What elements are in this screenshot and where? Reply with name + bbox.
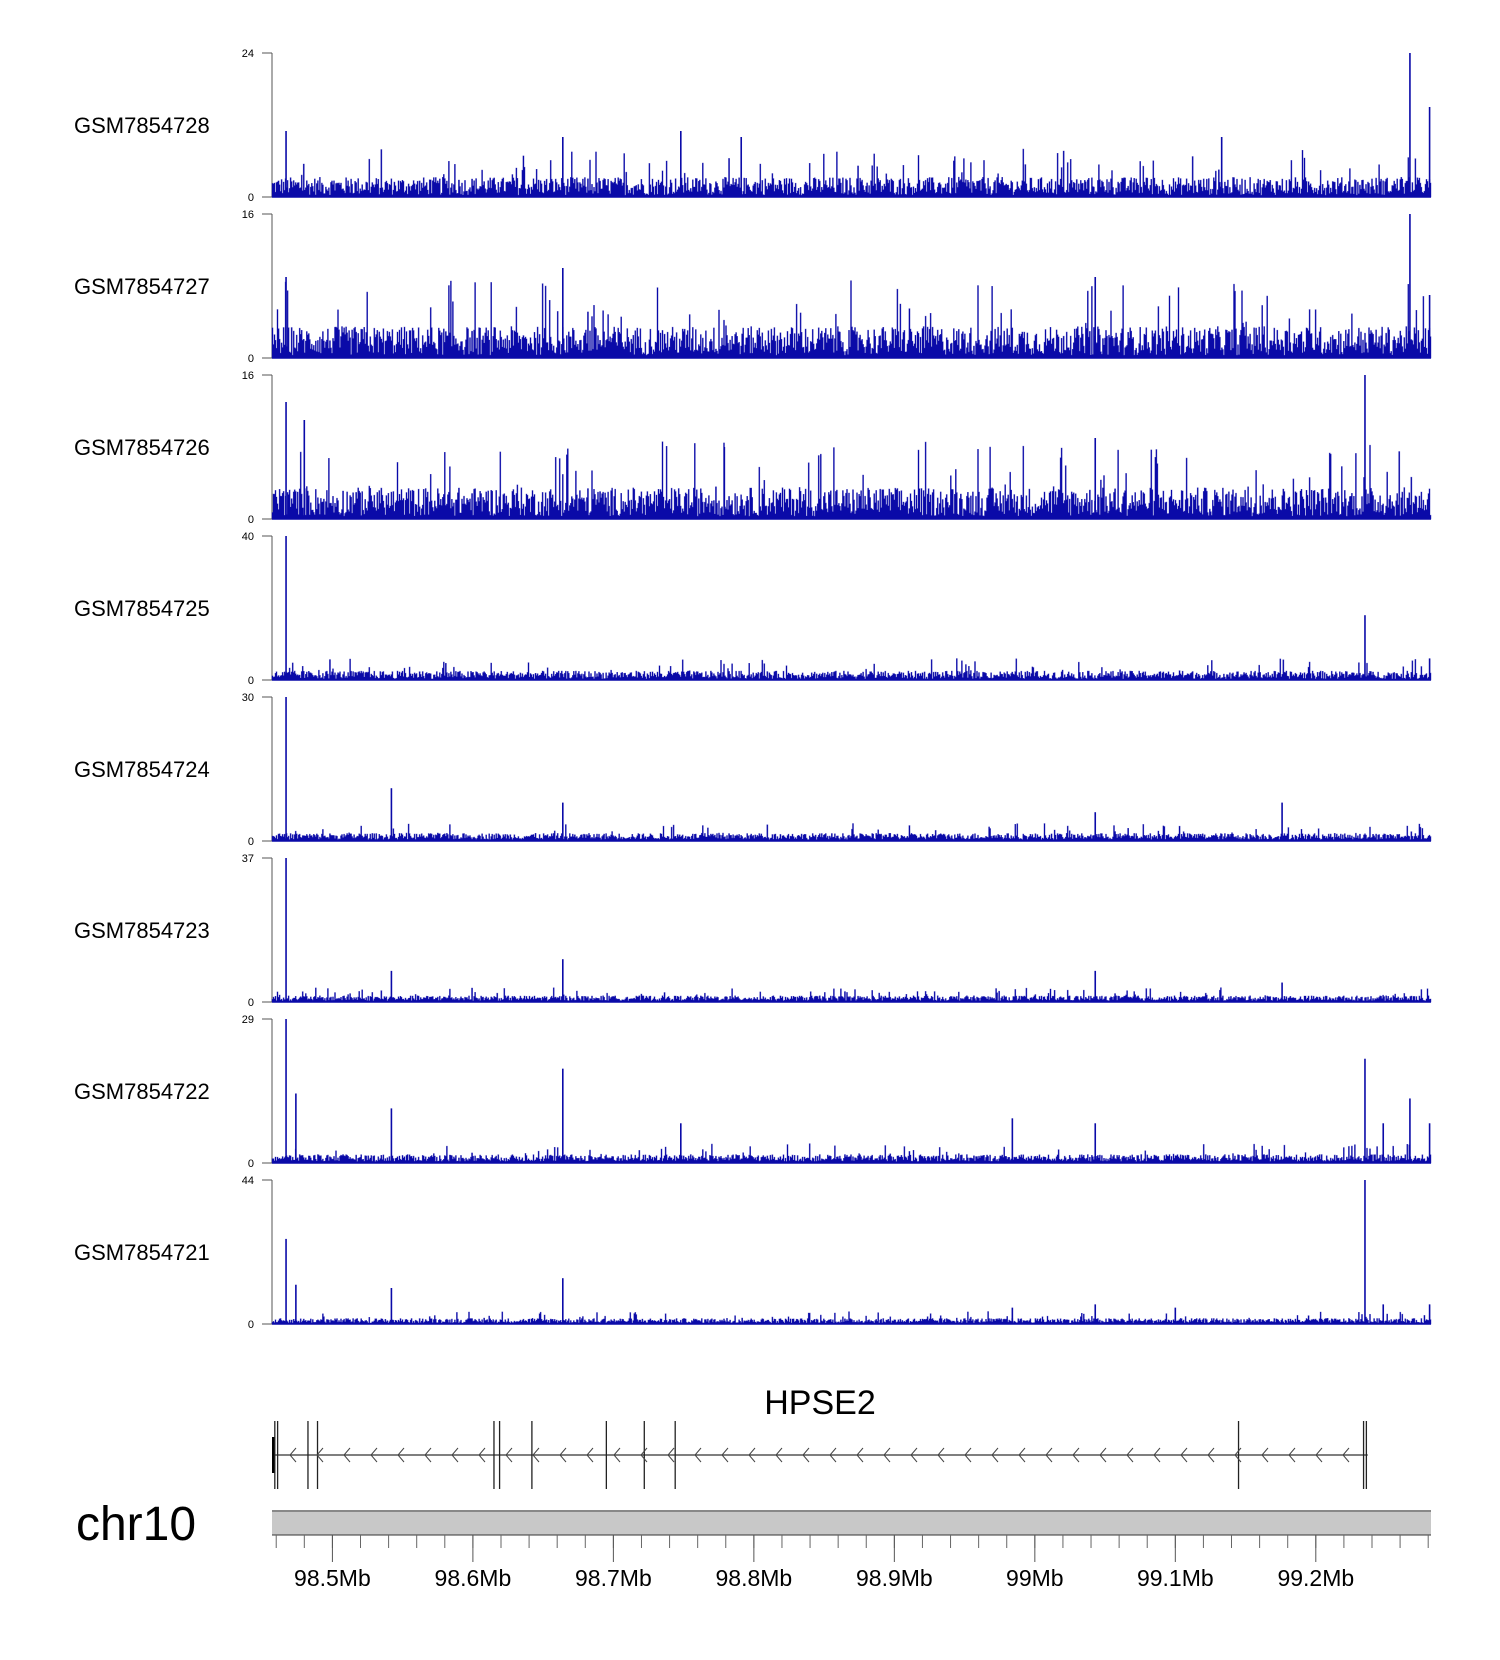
strand-arrow-icon [1018, 1447, 1026, 1463]
x-tick-label: 98.6Mb [435, 1565, 512, 1591]
signal-area [271, 658, 1432, 681]
signal-area [271, 823, 1432, 842]
gene-track: HPSE2 [272, 1384, 1368, 1489]
chromosome-label: chr10 [76, 1498, 196, 1551]
y-tick-label-min: 0 [248, 1158, 254, 1170]
strand-arrow-icon [505, 1447, 513, 1463]
y-tick-label-min: 0 [248, 675, 254, 687]
signal-area [271, 1311, 1432, 1325]
signal-area [271, 280, 1432, 359]
strand-arrow-icon [1207, 1447, 1215, 1463]
y-tick-label-max: 24 [242, 48, 254, 60]
strand-arrow-icon [721, 1447, 729, 1463]
track-label: GSM7854724 [74, 757, 210, 782]
strand-arrow-icon [1234, 1447, 1242, 1463]
strand-arrow-icon [1045, 1447, 1053, 1463]
track-label: GSM7854726 [74, 435, 210, 460]
track-label: GSM7854722 [74, 1079, 210, 1104]
strand-arrow-icon [343, 1447, 351, 1463]
y-tick-label-max: 30 [242, 692, 254, 704]
signal-tracks: GSM7854728240GSM7854727160GSM7854726160G… [74, 48, 1432, 1331]
strand-arrow-icon [316, 1447, 324, 1463]
track-GSM7854728: GSM7854728 24 0 [74, 48, 1432, 204]
strand-arrow-icon [586, 1447, 594, 1463]
x-tick-label: 99Mb [1006, 1565, 1064, 1591]
gene-utr-block [272, 1437, 275, 1473]
strand-arrow-icon [1315, 1447, 1323, 1463]
strand-arrow-icon [937, 1447, 945, 1463]
track-GSM7854723: GSM7854723 37 0 [74, 853, 1432, 1009]
strand-arrow-icon [1180, 1447, 1188, 1463]
strand-arrow-icon [424, 1447, 432, 1463]
genome-axis: chr10 98.5Mb 98.6Mb 98.7Mb 98.8Mb 98.9Mb 99Mb… [76, 1498, 1431, 1591]
track-GSM7854722: GSM7854722 29 0 [74, 1014, 1432, 1170]
signal-area [271, 441, 1432, 520]
gene-label: HPSE2 [764, 1384, 876, 1422]
strand-arrow-icon [748, 1447, 756, 1463]
y-tick-label-min: 0 [248, 192, 254, 204]
track-GSM7854724: GSM7854724 30 0 [74, 692, 1432, 848]
strand-arrow-icon [1342, 1447, 1350, 1463]
y-tick-label-max: 29 [242, 1014, 254, 1026]
strand-arrow-icon [964, 1447, 972, 1463]
strand-arrow-icon [667, 1447, 675, 1463]
strand-arrow-icon [451, 1447, 459, 1463]
track-GSM7854721: GSM7854721 44 0 [74, 1175, 1432, 1331]
y-tick-label-min: 0 [248, 836, 254, 848]
strand-arrow-icon [1261, 1447, 1269, 1463]
x-tick-label: 99.2Mb [1277, 1565, 1354, 1591]
x-tick-label: 98.8Mb [716, 1565, 793, 1591]
y-tick-label-max: 16 [242, 209, 254, 221]
strand-arrow-icon [559, 1447, 567, 1463]
strand-arrow-icon [1099, 1447, 1107, 1463]
track-label: GSM7854721 [74, 1240, 210, 1265]
y-tick-label-max: 37 [242, 853, 254, 865]
x-tick-label: 98.5Mb [294, 1565, 371, 1591]
track-label: GSM7854725 [74, 596, 210, 621]
strand-arrow-icon [397, 1447, 405, 1463]
strand-arrow-icon [1288, 1447, 1296, 1463]
strand-arrow-icon [802, 1447, 810, 1463]
chromosome-bar [272, 1511, 1431, 1535]
y-tick-label-max: 40 [242, 531, 254, 543]
y-tick-label-max: 16 [242, 370, 254, 382]
strand-arrow-icon [478, 1447, 486, 1463]
y-tick-label-min: 0 [248, 353, 254, 365]
strand-arrow-icon [910, 1447, 918, 1463]
strand-arrow-icon [1126, 1447, 1134, 1463]
strand-arrow-icon [370, 1447, 378, 1463]
x-tick-label: 98.7Mb [575, 1565, 652, 1591]
track-label: GSM7854728 [74, 113, 210, 138]
strand-arrow-icon [289, 1447, 297, 1463]
track-label: GSM7854723 [74, 918, 210, 943]
strand-arrow-icon [694, 1447, 702, 1463]
signal-area [271, 148, 1432, 198]
x-tick-label: 98.9Mb [856, 1565, 933, 1591]
strand-arrow-icon [1153, 1447, 1161, 1463]
track-GSM7854725: GSM7854725 40 0 [74, 531, 1432, 687]
strand-arrow-icon [829, 1447, 837, 1463]
strand-arrow-icon [640, 1447, 648, 1463]
strand-arrow-icon [532, 1447, 540, 1463]
y-tick-label-max: 44 [242, 1175, 254, 1187]
y-tick-label-min: 0 [248, 1319, 254, 1331]
signal-area [271, 1143, 1432, 1164]
y-tick-label-min: 0 [248, 997, 254, 1009]
signal-area [271, 987, 1432, 1003]
strand-arrow-icon [1072, 1447, 1080, 1463]
track-GSM7854726: GSM7854726 16 0 [74, 370, 1432, 526]
strand-arrow-icon [775, 1447, 783, 1463]
y-tick-label-min: 0 [248, 514, 254, 526]
track-label: GSM7854727 [74, 274, 210, 299]
strand-arrow-icon [613, 1447, 621, 1463]
track-GSM7854727: GSM7854727 16 0 [74, 209, 1432, 365]
strand-arrow-icon [991, 1447, 999, 1463]
x-tick-label: 99.1Mb [1137, 1565, 1214, 1591]
strand-arrow-icon [856, 1447, 864, 1463]
strand-arrow-icon [883, 1447, 891, 1463]
